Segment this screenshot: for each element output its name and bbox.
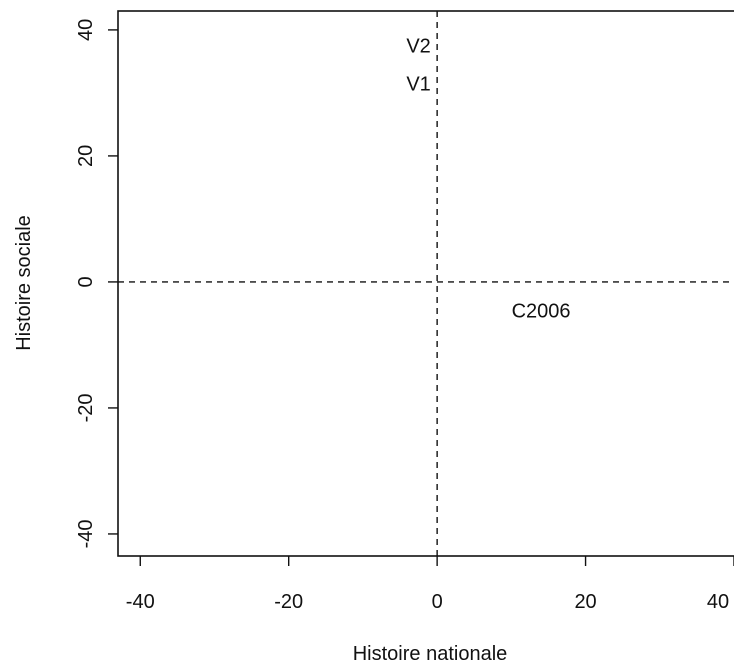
plot-frame xyxy=(117,10,734,557)
y-tick-label: -40 xyxy=(75,519,97,548)
point-label-c2006: C2006 xyxy=(512,300,571,322)
x-axis-title: Histoire nationale xyxy=(353,643,508,664)
point-label-v2: V2 xyxy=(406,36,430,58)
point-labels: V2 V1 C2006 xyxy=(406,36,570,323)
y-axis: -40 -20 0 20 40 xyxy=(75,19,118,548)
x-tick-label: 20 xyxy=(574,591,596,613)
reference-lines xyxy=(118,11,734,556)
point-label-v1: V1 xyxy=(406,73,430,95)
x-tick-label: 0 xyxy=(432,591,443,613)
x-tick-label: -40 xyxy=(126,591,155,613)
y-axis-title: Histoire sociale xyxy=(13,215,35,351)
x-axis: -40 -20 0 20 40 xyxy=(126,556,734,613)
x-tick-label: 40 xyxy=(707,591,729,613)
y-tick-label: 20 xyxy=(75,145,97,167)
y-tick-label: -20 xyxy=(75,393,97,422)
plot-border xyxy=(117,10,734,557)
y-tick-label: 40 xyxy=(75,19,97,41)
y-tick-label: 0 xyxy=(75,276,97,287)
x-tick-label: -20 xyxy=(274,591,303,613)
